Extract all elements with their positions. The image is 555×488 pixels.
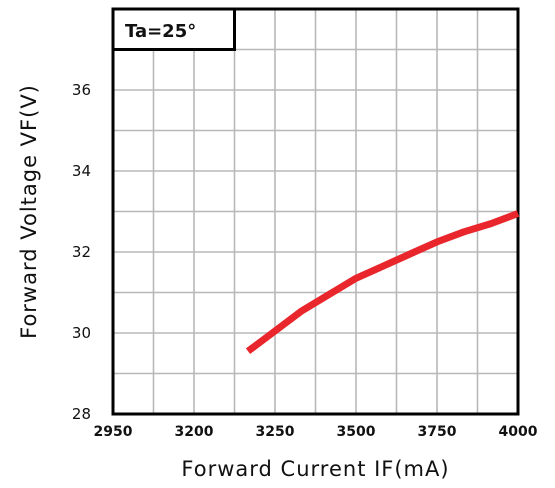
y-tick-label: 30 [72, 324, 91, 342]
plot-frame [111, 7, 520, 416]
x-tick-label: 3750 [418, 424, 457, 440]
grid-lines [113, 9, 518, 414]
x-axis-title: Forward Current IF(mA) [181, 457, 449, 481]
x-tick-label: 3500 [337, 424, 376, 440]
series-line [245, 210, 520, 355]
y-axis-title: Forward Voltage VF(V) [17, 84, 41, 339]
x-tick-labels: 2950 3200 3250 3500 3750 4000 [94, 424, 538, 440]
y-tick-label: 34 [72, 162, 91, 180]
x-tick-label: 3250 [256, 424, 295, 440]
y-tick-labels: 28 30 32 34 36 [72, 81, 91, 423]
y-tick-label: 36 [72, 81, 91, 99]
condition-label: Ta=25° [125, 21, 196, 42]
x-tick-label: 3200 [175, 424, 214, 440]
condition-label-box: Ta=25° [111, 7, 236, 51]
x-tick-label: 2950 [94, 424, 133, 440]
y-tick-label: 28 [72, 405, 91, 423]
series-layer [245, 210, 520, 355]
y-tick-label: 32 [72, 243, 91, 261]
x-tick-label: 4000 [499, 424, 538, 440]
